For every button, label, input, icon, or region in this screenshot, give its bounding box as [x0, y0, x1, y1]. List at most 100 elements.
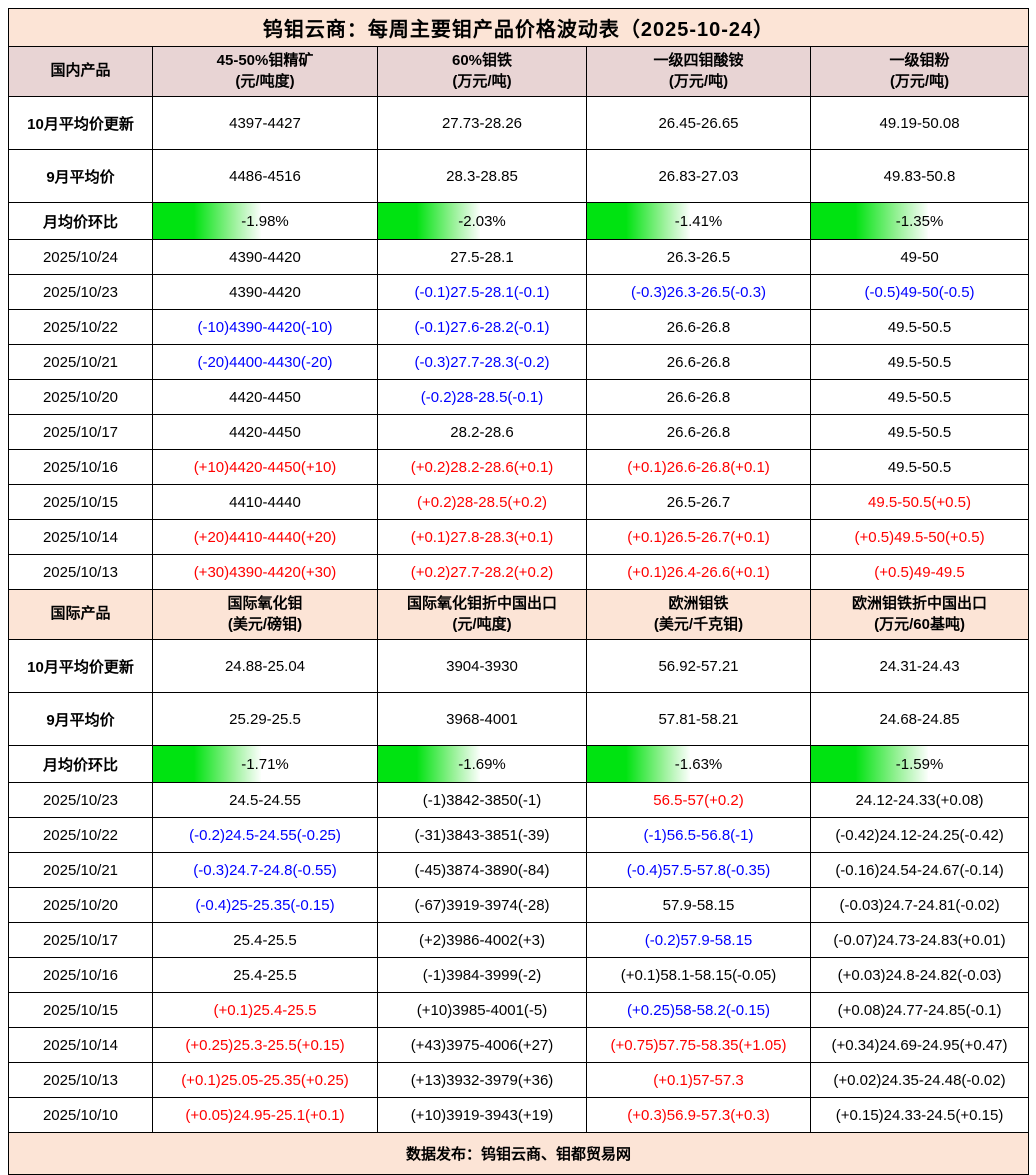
price-cell: 3968-4001 [377, 692, 587, 746]
table-row: 2025/10/13 (+30)4390-4420(+30) (+0.2)27.7-… [8, 554, 1030, 590]
price-cell: (+2)3986-4002(+3) [377, 922, 587, 958]
price-table: 钨钼云商：每周主要钼产品价格波动表（2025-10-24） 国内产品 45-50%… [7, 8, 1030, 1175]
table-row: 2025/10/21 (-20)4400-4430(-20) (-0.3)27.7-… [8, 344, 1030, 380]
change-percent: -1.98% [241, 212, 289, 230]
price-cell: 27.5-28.1 [377, 239, 587, 275]
price-cell: (-0.3)27.7-28.3(-0.2) [377, 344, 587, 380]
price-cell: 26.6-26.8 [586, 309, 811, 345]
price-cell: (+10)3985-4001(-5) [377, 992, 587, 1028]
column-header: 国际氧化钼 (美元/磅钼) [152, 589, 378, 640]
price-cell: (-0.16)24.54-24.67(-0.14) [809, 852, 1030, 888]
mom-change-cell: -1.59% [809, 745, 1030, 783]
table-row: 9月平均价 4486-4516 28.3-28.85 26.83-27.03 49.83… [8, 149, 1030, 203]
mom-change-cell: -1.98% [152, 202, 378, 240]
price-cell: 26.3-26.5 [586, 239, 811, 275]
row-label: 2025/10/22 [8, 817, 153, 853]
row-label: 2025/10/14 [8, 519, 153, 555]
row-label: 2025/10/15 [8, 484, 153, 520]
table-row: 2025/10/24 4390-4420 27.5-28.1 26.3-26.5 49-… [8, 239, 1030, 275]
mom-change-cell: -1.63% [586, 745, 811, 783]
column-header: 国际氧化钼折中国出口 (元/吨度) [377, 589, 587, 640]
table-row: 2025/10/23 24.5-24.55 (-1)3842-3850(-1) 56.… [8, 782, 1030, 818]
price-cell: 49.5-50.5 [809, 309, 1030, 345]
row-label: 2025/10/13 [8, 554, 153, 590]
column-header: 欧洲钼铁 (美元/千克钼) [586, 589, 811, 640]
table-row: 2025/10/15 (+0.1)25.4-25.5 (+10)3985-4001(… [8, 992, 1030, 1028]
price-cell: (+0.2)28.2-28.6(+0.1) [377, 449, 587, 485]
price-cell: 49.5-50.5 [809, 414, 1030, 450]
price-cell: (-0.1)27.5-28.1(-0.1) [377, 274, 587, 310]
column-name: 一级四钼酸铵 [653, 52, 744, 70]
table-row: 2025/10/10 (+0.05)24.95-25.1(+0.1) (+10)39… [8, 1097, 1030, 1133]
price-cell: 49.19-50.08 [809, 96, 1030, 150]
price-cell: (-0.42)24.12-24.25(-0.42) [809, 817, 1030, 853]
price-cell: (+13)3932-3979(+36) [377, 1062, 587, 1098]
international-products-section: 国际产品 国际氧化钼 (美元/磅钼) 国际氧化钼折中国出口 (元/吨度) 欧洲钼铁 (美元/… [8, 589, 1030, 1133]
price-cell: (+0.5)49.5-50(+0.5) [809, 519, 1030, 555]
section-header-row: 国际产品 国际氧化钼 (美元/磅钼) 国际氧化钼折中国出口 (元/吨度) 欧洲钼铁 (美元/… [8, 589, 1030, 640]
table-row: 2025/10/17 25.4-25.5 (+2)3986-4002(+3) (-0.… [8, 922, 1030, 958]
price-cell: 4390-4420 [152, 274, 378, 310]
price-cell: 57.9-58.15 [586, 887, 811, 923]
price-cell: (+0.1)27.8-28.3(+0.1) [377, 519, 587, 555]
price-cell: (-0.2)57.9-58.15 [586, 922, 811, 958]
price-cell: (+0.1)26.4-26.6(+0.1) [586, 554, 811, 590]
row-label: 2025/10/15 [8, 992, 153, 1028]
column-unit: (元/吨度) [235, 72, 295, 90]
row-label: 2025/10/22 [8, 309, 153, 345]
price-cell: (+0.1)25.4-25.5 [152, 992, 378, 1028]
row-label: 2025/10/20 [8, 887, 153, 923]
price-cell: 26.5-26.7 [586, 484, 811, 520]
mom-change-cell: -1.69% [377, 745, 587, 783]
row-label: 10月平均价更新 [8, 639, 153, 693]
price-cell: (-0.1)27.6-28.2(-0.1) [377, 309, 587, 345]
row-label: 2025/10/10 [8, 1097, 153, 1133]
column-name: 60%钼铁 [451, 52, 513, 70]
price-cell: 24.5-24.55 [152, 782, 378, 818]
table-row: 2025/10/22 (-0.2)24.5-24.55(-0.25) (-31)38… [8, 817, 1030, 853]
column-header: 60%钼铁 (万元/吨) [377, 46, 587, 97]
price-cell: 49-50 [809, 239, 1030, 275]
change-percent: -1.71% [241, 755, 289, 773]
price-cell: (+0.03)24.8-24.82(-0.03) [809, 957, 1030, 993]
table-row: 2025/10/15 4410-4440 (+0.2)28-28.5(+0.2) 26… [8, 484, 1030, 520]
table-row: 2025/10/20 (-0.4)25-25.35(-0.15) (-67)3919… [8, 887, 1030, 923]
price-cell: (-31)3843-3851(-39) [377, 817, 587, 853]
price-cell: (-0.4)25-25.35(-0.15) [152, 887, 378, 923]
table-row: 10月平均价更新 24.88-25.04 3904-3930 56.92-57.21 2… [8, 639, 1030, 693]
price-cell: (-0.2)28-28.5(-0.1) [377, 379, 587, 415]
mom-change-cell: -1.35% [809, 202, 1030, 240]
price-cell: (+0.2)28-28.5(+0.2) [377, 484, 587, 520]
change-percent: -1.63% [674, 755, 723, 773]
column-unit: (万元/60基吨) [874, 615, 965, 633]
table-row: 2025/10/16 (+10)4420-4450(+10) (+0.2)28.2-… [8, 449, 1030, 485]
price-cell: 24.88-25.04 [152, 639, 378, 693]
price-cell: 24.68-24.85 [809, 692, 1030, 746]
price-cell: 49.5-50.5 [809, 379, 1030, 415]
row-label: 2025/10/24 [8, 239, 153, 275]
price-cell: (+30)4390-4420(+30) [152, 554, 378, 590]
price-cell: (-1)3984-3999(-2) [377, 957, 587, 993]
change-percent: -1.59% [895, 755, 944, 773]
price-cell: 4397-4427 [152, 96, 378, 150]
change-data-bar [811, 746, 929, 782]
price-cell: 26.6-26.8 [586, 344, 811, 380]
price-cell: (+0.3)56.9-57.3(+0.3) [586, 1097, 811, 1133]
price-cell: (-1)3842-3850(-1) [377, 782, 587, 818]
price-cell: 49.5-50.5 [809, 344, 1030, 380]
column-name: 欧洲钼铁 [668, 595, 729, 613]
column-header: 一级四钼酸铵 (万元/吨) [586, 46, 811, 97]
change-percent: -1.41% [674, 212, 723, 230]
table-row: 2025/10/21 (-0.3)24.7-24.8(-0.55) (-45)387… [8, 852, 1030, 888]
mom-change-cell: -1.71% [152, 745, 378, 783]
row-label: 月均价环比 [8, 202, 153, 240]
table-row: 10月平均价更新 4397-4427 27.73-28.26 26.45-26.65 4… [8, 96, 1030, 150]
row-label: 2025/10/14 [8, 1027, 153, 1063]
row-label: 2025/10/16 [8, 449, 153, 485]
change-data-bar [378, 203, 480, 239]
price-cell: (+0.34)24.69-24.95(+0.47) [809, 1027, 1030, 1063]
price-cell: (+0.1)26.5-26.7(+0.1) [586, 519, 811, 555]
price-cell: (-0.3)26.3-26.5(-0.3) [586, 274, 811, 310]
price-cell: (+0.75)57.75-58.35(+1.05) [586, 1027, 811, 1063]
